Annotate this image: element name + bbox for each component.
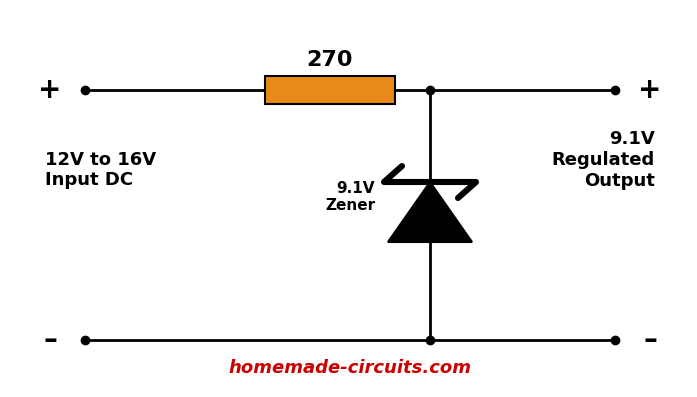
Text: 9.1V
Regulated
Output: 9.1V Regulated Output — [552, 130, 655, 190]
Text: –: – — [43, 326, 57, 354]
Bar — [265, 76, 395, 104]
Text: homemade-circuits.com: homemade-circuits.com — [229, 359, 471, 377]
Polygon shape — [388, 182, 472, 242]
Text: 12V to 16V
Input DC: 12V to 16V Input DC — [45, 150, 156, 189]
Text: +: + — [638, 76, 661, 104]
Text: +: + — [38, 76, 62, 104]
Text: 9.1V
Zener: 9.1V Zener — [325, 181, 375, 213]
Text: –: – — [643, 326, 657, 354]
Text: 270: 270 — [307, 50, 353, 70]
